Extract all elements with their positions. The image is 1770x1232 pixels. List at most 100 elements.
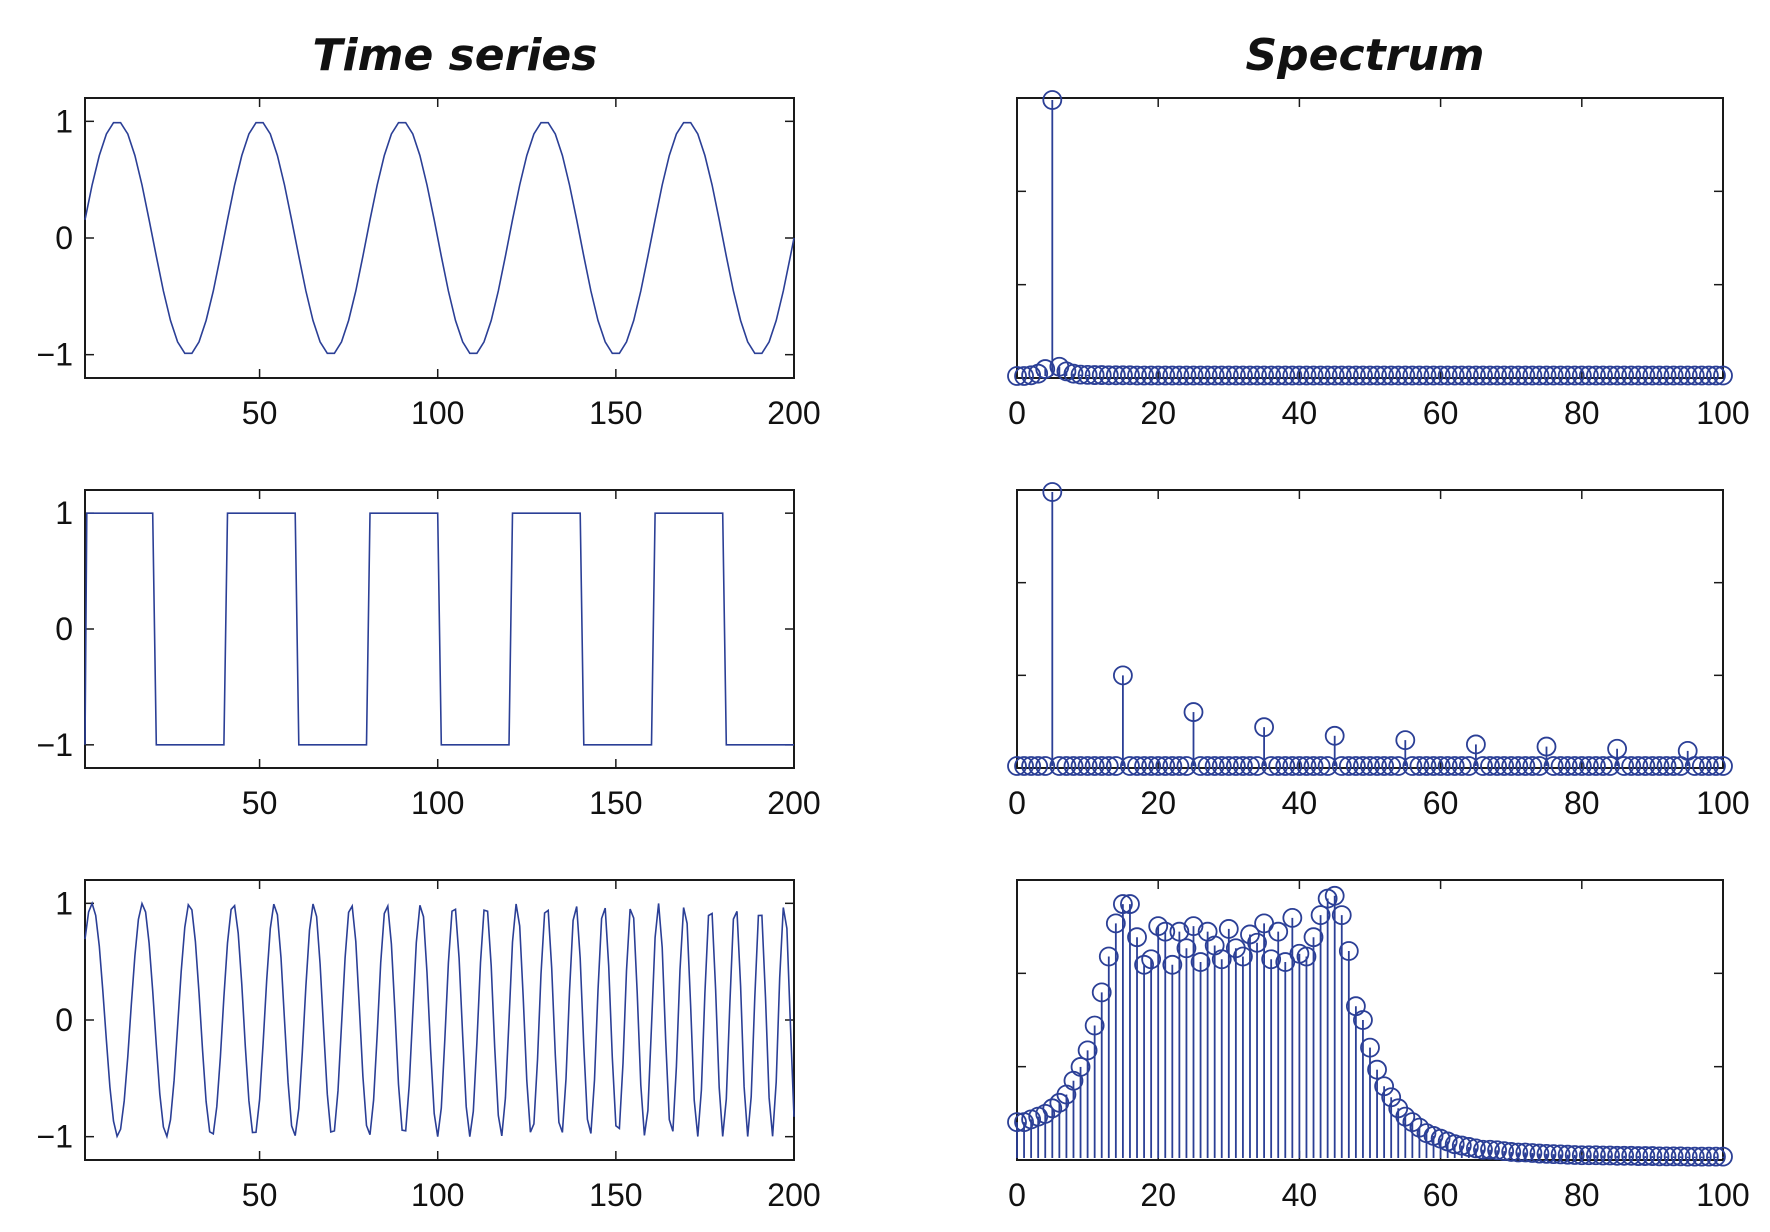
chirp-spectrum-stem-marker [1148, 916, 1169, 937]
square-spectrum-stem-marker [1360, 756, 1380, 776]
chirp-spectrum-stem-marker [1353, 1010, 1373, 1030]
sine-time-xtick-label: 200 [767, 395, 820, 431]
chirp-spectrum-stem-marker [1628, 1146, 1649, 1166]
sine-spectrum-stem-marker [1374, 365, 1395, 386]
square-spectrum-stem-marker [1649, 756, 1670, 776]
sine-spectrum-stem-marker [1713, 365, 1733, 386]
square-time-xtick-label: 50 [242, 785, 278, 821]
chirp-spectrum-stem-marker [1211, 949, 1232, 970]
chirp-time-xtick-label: 200 [767, 1177, 820, 1213]
sine-spectrum-stem-marker [1487, 365, 1507, 386]
sine-spectrum-stem-marker [1381, 365, 1402, 386]
chirp-time-ytick-label: 1 [55, 885, 73, 921]
chirp-spectrum-stem-marker [1331, 905, 1352, 926]
sine-spectrum-stem-marker [1593, 365, 1613, 386]
sine-spectrum-stem-marker [1331, 365, 1352, 386]
chirp-spectrum-stem-marker [1444, 1134, 1465, 1155]
sine-time-xtick-label: 50 [242, 395, 278, 431]
sine-spectrum-stem-marker [1586, 365, 1606, 386]
square-spectrum-stem-marker [1466, 734, 1486, 755]
square-spectrum-stem-marker [1091, 756, 1112, 776]
square-spectrum-stem-marker [1374, 756, 1395, 776]
sine-spectrum-stem-marker [1113, 365, 1133, 386]
chirp-spectrum-stem-marker [1077, 1040, 1098, 1061]
square-spectrum-stem-marker [1557, 756, 1578, 776]
sine-spectrum-panel: 0 20 40 60 80 100 [1007, 90, 1750, 431]
sine-spectrum-xtick-label: 40 [1282, 395, 1318, 431]
sine-spectrum-stem-marker [1233, 365, 1253, 386]
sine-spectrum-stem-marker [1508, 365, 1529, 386]
chirp-spectrum-stem-marker [1713, 1146, 1733, 1167]
chirp-spectrum-stem-marker [1402, 1112, 1423, 1133]
square-spectrum-xtick-label: 0 [1008, 785, 1026, 821]
sine-spectrum-stem-marker [1021, 365, 1042, 386]
chirp-spectrum-stem-marker [1458, 1137, 1479, 1157]
chirp-spectrum-stem-marker [1233, 946, 1253, 967]
square-spectrum-stem-marker [1543, 756, 1564, 776]
chirp-spectrum-stem-marker [1706, 1146, 1726, 1167]
square-spectrum-stem-marker [1134, 756, 1154, 776]
square-spectrum-stem-marker [1169, 756, 1190, 776]
sine-spectrum-stem-marker [1663, 365, 1684, 386]
sine-spectrum-stem-marker [1162, 365, 1183, 386]
chirp-spectrum-stem-marker [1374, 1076, 1395, 1097]
sine-spectrum-stem-marker [1564, 365, 1585, 386]
square-spectrum-stem-marker [1141, 756, 1162, 776]
sine-spectrum-stem-marker [1317, 365, 1338, 386]
square-spectrum-stem-marker [1338, 756, 1359, 776]
sine-spectrum-stem-marker [1141, 365, 1162, 386]
square-spectrum-xtick-label: 40 [1282, 785, 1318, 821]
sine-spectrum-stem-marker [1614, 365, 1635, 386]
sine-spectrum-stem-marker [1642, 365, 1663, 386]
square-spectrum-stem-marker [1381, 756, 1402, 776]
sine-spectrum-stem-marker [1416, 365, 1437, 386]
square-spectrum-stem-marker [1183, 702, 1204, 722]
square-spectrum-stem-marker [1388, 756, 1409, 776]
sine-spectrum-stem-marker [1007, 366, 1027, 386]
square-spectrum-stem-marker [1120, 756, 1140, 776]
square-spectrum-stem-marker [1663, 756, 1684, 776]
square-spectrum-stem-marker [1536, 736, 1557, 757]
chirp-spectrum-stem-marker [1296, 946, 1317, 967]
sine-spectrum-stem-marker [1127, 365, 1147, 386]
sine-spectrum-stem-marker [1183, 365, 1204, 386]
sine-spectrum-stem-marker [1536, 365, 1557, 386]
square-spectrum-stem-marker [1007, 756, 1027, 776]
chirp-spectrum-stem-marker [1120, 894, 1140, 914]
sine-spectrum-stem-marker [1600, 365, 1620, 386]
square-spectrum-stem-marker [1430, 756, 1451, 776]
chirp-spectrum-stem-marker [1007, 1112, 1027, 1133]
chirp-spectrum-stem-marker [1677, 1146, 1698, 1167]
square-time-ytick-label: −1 [37, 727, 73, 763]
square-spectrum-stem-marker [1282, 756, 1303, 776]
chirp-spectrum-stem-marker [1614, 1145, 1635, 1166]
square-spectrum-stem-marker [1607, 738, 1627, 759]
chirp-time-panel: 50 100 150 200 −1 0 1 [37, 879, 821, 1213]
chirp-spectrum-stem-marker [1642, 1146, 1663, 1166]
square-spectrum-stem-marker [1028, 756, 1049, 776]
sine-spectrum-stem-marker [1324, 365, 1345, 386]
square-spectrum-stem-marker [1515, 756, 1536, 776]
square-spectrum-stem-marker [1522, 756, 1543, 776]
sine-spectrum-stem-marker [1134, 365, 1154, 386]
sine-spectrum-stem-marker [1466, 365, 1486, 386]
square-spectrum-stem-marker [1268, 756, 1289, 776]
square-spectrum-stem-marker [1508, 756, 1529, 776]
chirp-spectrum-stem-marker [1487, 1140, 1507, 1161]
square-spectrum-stem-marker [1211, 756, 1232, 776]
square-spectrum-panel: 0 20 40 60 80 100 [1007, 482, 1750, 821]
chirp-spectrum-stem-marker [1338, 941, 1359, 961]
chirp-spectrum-stem-marker [1162, 954, 1183, 975]
square-spectrum-stem-marker [1162, 756, 1183, 776]
chirp-spectrum-stem-marker [1593, 1145, 1613, 1166]
chirp-spectrum-stem-marker [1134, 954, 1154, 975]
square-spectrum-stem-marker [1578, 756, 1599, 776]
square-spectrum-stem-marker [1021, 756, 1042, 776]
square-spectrum-stem-marker [1261, 756, 1282, 776]
square-spectrum-stem-marker [1098, 756, 1119, 776]
chirp-spectrum-stem-marker [1155, 921, 1176, 942]
square-spectrum-stem-marker [1628, 756, 1649, 776]
square-spectrum-stem-marker [1204, 756, 1225, 776]
square-spectrum-stem-marker [1197, 756, 1218, 776]
square-spectrum-stem-marker [1176, 756, 1197, 776]
